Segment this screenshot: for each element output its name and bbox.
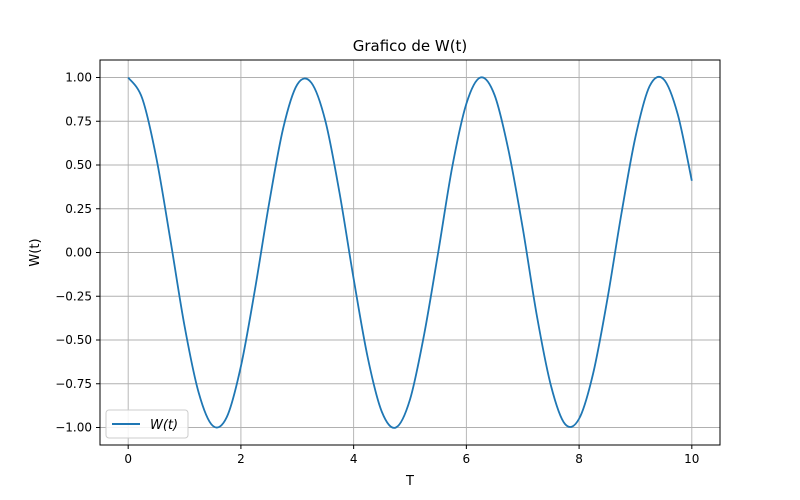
legend-label: W(t) bbox=[150, 418, 178, 433]
y-tick-label: 0.00 bbox=[65, 246, 92, 260]
grid-layer bbox=[100, 60, 720, 445]
y-tick-label: −0.25 bbox=[55, 289, 92, 303]
x-tick-label: 4 bbox=[350, 452, 358, 466]
y-tick-label: 0.25 bbox=[65, 202, 92, 216]
chart-title: Grafico de W(t) bbox=[353, 37, 468, 55]
x-tick-label: 0 bbox=[124, 452, 132, 466]
series-line bbox=[127, 75, 693, 429]
y-tick-label: −1.00 bbox=[55, 421, 92, 435]
y-tick-label: 1.00 bbox=[65, 71, 92, 85]
y-tick-label: 0.75 bbox=[65, 114, 92, 128]
y-axis-label: W(t) bbox=[28, 238, 43, 266]
ticks-layer: 0 2 4 6 8 10 −1.00 −0.75 −0.50 −0.25 0.00 0.25 0.50 0… bbox=[55, 71, 699, 467]
x-tick-label: 6 bbox=[463, 452, 471, 466]
legend-box bbox=[105, 409, 189, 439]
series-layer bbox=[127, 75, 693, 429]
y-tick-label: −0.75 bbox=[55, 377, 92, 391]
x-tick-label: 10 bbox=[684, 452, 699, 466]
x-tick-label: 8 bbox=[575, 452, 583, 466]
y-tick-label: 0.50 bbox=[65, 158, 92, 172]
legend: W(t) bbox=[105, 409, 189, 439]
y-tick-label: −0.50 bbox=[55, 333, 92, 347]
x-axis-label: T bbox=[405, 474, 414, 489]
x-tick-label: 2 bbox=[237, 452, 245, 466]
